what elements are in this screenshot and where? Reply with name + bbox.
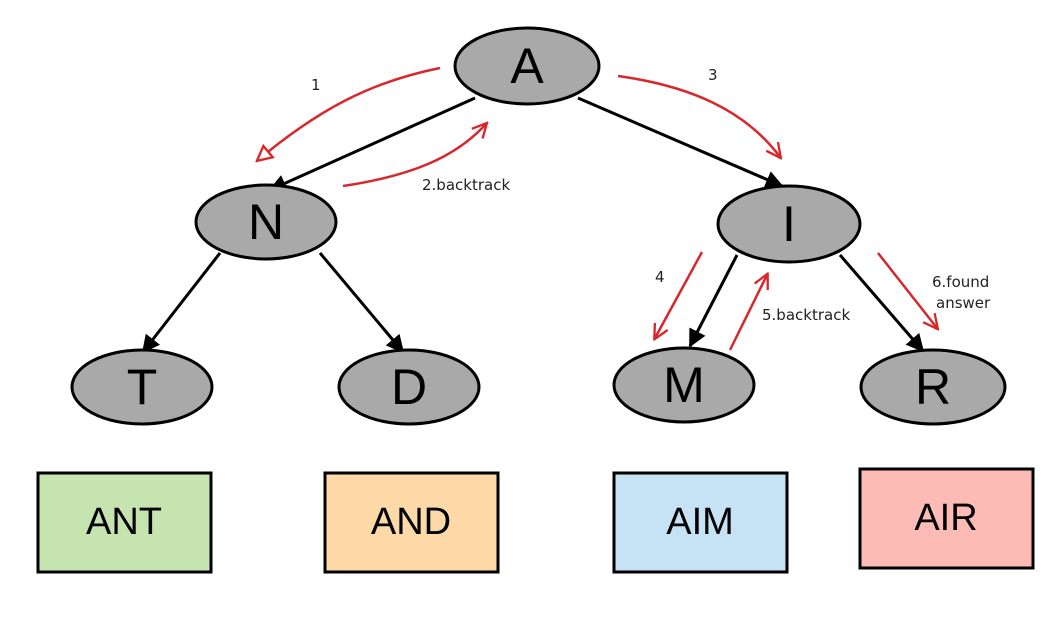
step-arrow-2-backtrack (342, 124, 486, 188)
word-box-and: AND (323, 471, 500, 574)
edge-a-n (268, 96, 476, 192)
node-t-label: T (127, 359, 158, 415)
edge-a-i (577, 96, 784, 188)
word-air: AIR (914, 497, 977, 539)
node-d-label: D (391, 359, 427, 415)
edge-i-m (688, 254, 739, 348)
edge-i-r (838, 254, 925, 353)
step-label-3: 3 (708, 66, 718, 84)
step-label-6-line2: answer (936, 294, 991, 312)
step-label-2: 2.backtrack (422, 176, 510, 194)
step-label-4: 4 (655, 268, 665, 286)
node-r-label: R (915, 359, 951, 415)
node-n-label: N (248, 194, 284, 250)
word-box-ant: ANT (36, 471, 213, 574)
node-n: N (194, 183, 338, 261)
node-r: R (859, 348, 1007, 426)
word-ant: ANT (86, 501, 162, 543)
step-arrow-1 (258, 66, 441, 160)
step-label-5: 5.backtrack (762, 306, 850, 324)
node-i: I (716, 184, 862, 264)
word-box-aim: AIM (612, 471, 789, 574)
step-arrow-3 (617, 74, 780, 157)
node-i-label: I (782, 196, 796, 252)
step-arrow-4 (655, 251, 704, 338)
step-arrow-6-found (877, 252, 937, 328)
node-a-label: A (510, 38, 544, 94)
step-label-6-line1: 6.found (932, 273, 989, 291)
step-arrow-5-backtrack (728, 275, 767, 351)
edge-n-d (318, 252, 405, 354)
node-a: A (453, 26, 601, 106)
step-label-1: 1 (311, 76, 321, 94)
edge-n-t (141, 252, 222, 354)
word-aim: AIM (666, 501, 734, 543)
word-box-air: AIR (858, 467, 1035, 570)
word-and: AND (371, 501, 451, 543)
node-d: D (337, 348, 481, 426)
node-m: M (612, 346, 756, 424)
node-t: T (70, 348, 214, 426)
node-m-label: M (663, 357, 705, 413)
